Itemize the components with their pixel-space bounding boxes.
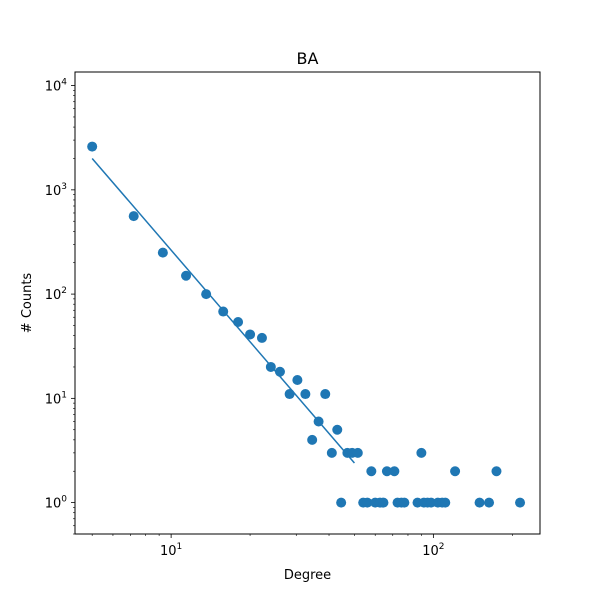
data-point — [256, 332, 267, 343]
data-point — [292, 375, 303, 385]
data-point — [157, 247, 168, 258]
y-axis-label: # Counts — [20, 273, 35, 334]
data-point — [381, 466, 392, 477]
data-point — [87, 141, 98, 152]
data-point — [201, 289, 212, 300]
data-point — [336, 497, 347, 508]
data-point — [362, 497, 373, 508]
data-point — [265, 361, 276, 372]
chart-title: BA — [297, 49, 319, 68]
data-point — [300, 389, 311, 400]
data-point — [474, 497, 485, 508]
data-point — [440, 497, 451, 508]
axes-frame — [74, 71, 541, 535]
data-point — [515, 497, 526, 508]
data-point — [307, 434, 318, 445]
data-point — [366, 466, 377, 477]
x-axis-label: Degree — [284, 568, 331, 583]
data-point — [313, 416, 324, 427]
data-point — [245, 329, 256, 340]
data-point — [320, 389, 331, 400]
data-point — [352, 447, 363, 458]
data-point — [491, 466, 502, 477]
data-point — [450, 466, 461, 477]
data-point — [233, 317, 244, 327]
data-point — [274, 366, 285, 377]
data-point — [332, 424, 343, 435]
plot-area — [87, 141, 526, 508]
data-point — [378, 497, 389, 508]
data-point — [326, 447, 337, 458]
data-point — [284, 389, 295, 400]
data-point — [181, 270, 192, 281]
data-point — [399, 497, 410, 508]
data-point — [484, 497, 495, 508]
data-point — [389, 466, 400, 477]
data-point — [416, 447, 427, 458]
data-point — [128, 211, 139, 222]
data-point — [218, 306, 229, 317]
